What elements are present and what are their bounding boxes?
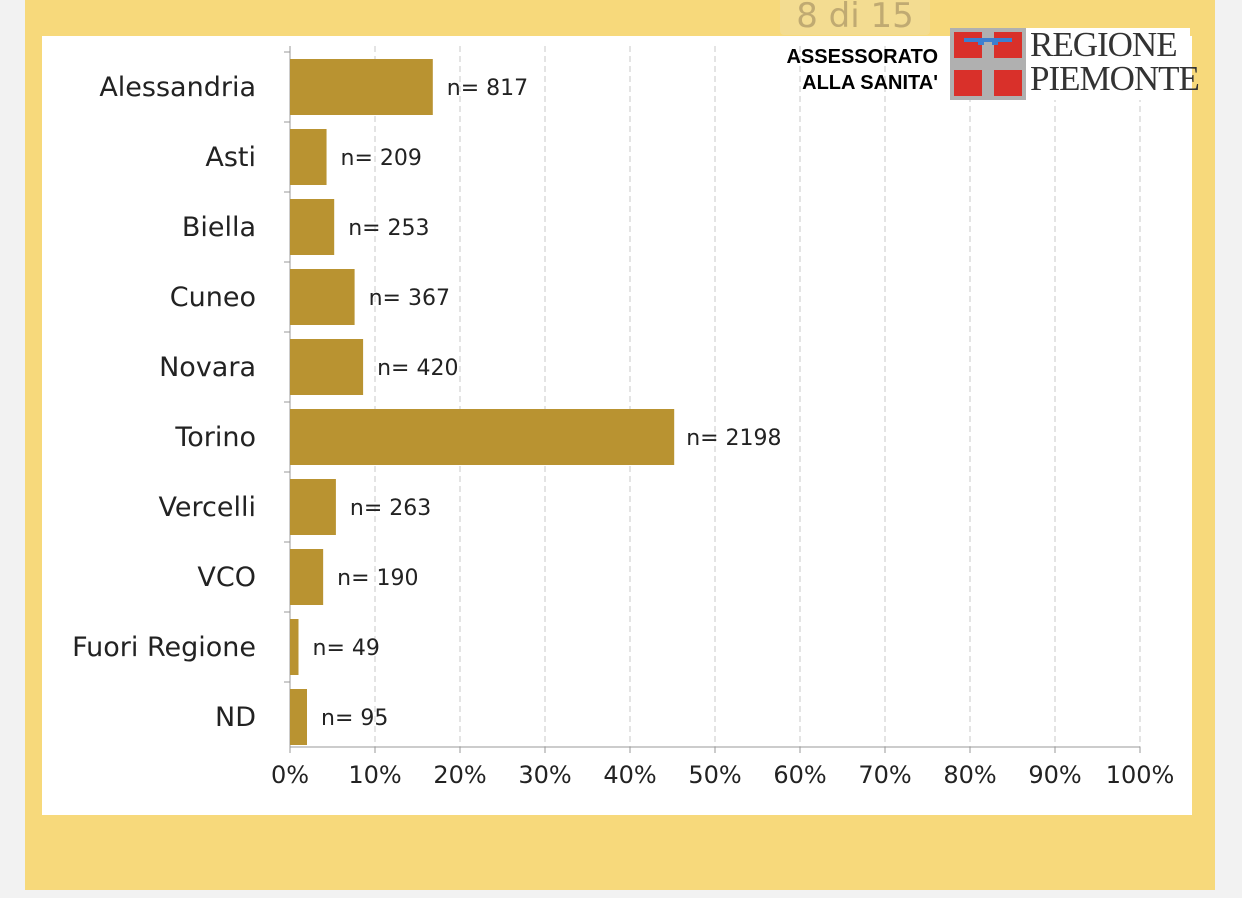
x-tick-label: 100% xyxy=(1106,761,1175,789)
x-tick-label: 80% xyxy=(943,761,996,789)
data-label: n= 95 xyxy=(321,706,388,731)
x-tick-label: 90% xyxy=(1028,761,1081,789)
assessorato-line1: ASSESSORATO xyxy=(786,46,938,68)
bar-vercelli xyxy=(290,479,336,535)
bar-nd xyxy=(290,689,307,745)
data-label: n= 190 xyxy=(337,566,418,591)
data-label: n= 817 xyxy=(447,76,528,101)
bar-novara xyxy=(290,339,364,395)
bar-vco xyxy=(290,549,324,605)
x-tick-label: 60% xyxy=(773,761,826,789)
bar-chart: 0% 10% 20% 30% 40% 50% 60% 70% 80% 90% 100% Alessan… xyxy=(72,46,1175,789)
bar-biella xyxy=(290,199,335,255)
data-label: n= 367 xyxy=(369,286,450,311)
bar-torino xyxy=(290,409,675,465)
piemonte-cross-icon xyxy=(950,28,1026,100)
data-label: n= 209 xyxy=(341,146,422,171)
regione-piemonte-logo: REGIONE PIEMONTE xyxy=(950,27,1200,100)
x-tick-label: 50% xyxy=(688,761,741,789)
x-tick-label: 0% xyxy=(271,761,309,789)
data-label: n= 49 xyxy=(313,636,380,661)
data-label: n= 253 xyxy=(348,216,429,241)
category-label: ND xyxy=(215,702,256,733)
data-label: n= 2198 xyxy=(686,426,781,451)
assessorato-label: ASSESSORATO ALLA SANITA' xyxy=(700,44,938,96)
slide: 0% 10% 20% 30% 40% 50% 60% 70% 80% 90% 100% Alessan… xyxy=(42,36,1192,815)
category-label: Fuori Regione xyxy=(72,632,256,663)
bar-alessandria xyxy=(290,59,433,115)
x-tick-label: 30% xyxy=(518,761,571,789)
category-label: Cuneo xyxy=(170,282,256,313)
category-label: VCO xyxy=(197,562,256,593)
bar-asti xyxy=(290,129,327,185)
x-tick-label: 20% xyxy=(433,761,486,789)
category-label: Asti xyxy=(205,142,256,173)
category-label: Torino xyxy=(174,422,256,453)
category-label: Alessandria xyxy=(99,72,256,103)
page-indicator: 8 di 15 xyxy=(780,0,930,35)
data-label: n= 263 xyxy=(350,496,431,521)
bar-cuneo xyxy=(290,269,355,325)
logo-line2: PIEMONTE xyxy=(1030,59,1200,98)
x-tick-label: 40% xyxy=(603,761,656,789)
x-tick-label: 10% xyxy=(348,761,401,789)
x-tick-label: 70% xyxy=(858,761,911,789)
category-label: Vercelli xyxy=(159,492,256,523)
category-label: Biella xyxy=(182,212,256,243)
logo-line1: REGIONE xyxy=(1030,25,1178,64)
category-label: Novara xyxy=(159,352,256,383)
bar-fuori-regione xyxy=(290,619,299,675)
assessorato-line2: ALLA SANITA' xyxy=(802,72,938,94)
data-label: n= 420 xyxy=(377,356,458,381)
logo-text: REGIONE PIEMONTE xyxy=(1030,25,1200,98)
